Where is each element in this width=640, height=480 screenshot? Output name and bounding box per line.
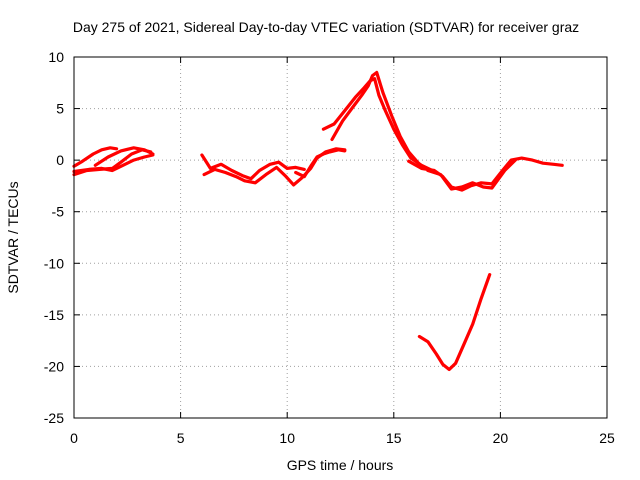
series-track-4 [93, 146, 155, 167]
y-axis-label: SDTVAR / TECUs [5, 181, 21, 293]
y-tick-label: -25 [44, 410, 64, 426]
y-tick-label: -10 [44, 255, 64, 271]
series-track-12 [417, 273, 492, 372]
x-tick-label: 0 [70, 430, 78, 446]
series-track-10 [407, 156, 564, 192]
y-tick-label: 10 [48, 49, 64, 65]
series-layer [72, 70, 564, 372]
y-tick-label: 5 [56, 101, 64, 117]
axis-ticks: 0 5 10 15 20 25 -25 -20 -15 -10 -5 0 5 10 [44, 49, 615, 446]
chart-title: Day 275 of 2021, Sidereal Day-to-day VTE… [73, 19, 579, 35]
x-tick-label: 5 [177, 430, 185, 446]
series-track-5 [200, 153, 306, 181]
series-track-1 [72, 146, 119, 168]
series-track-9 [330, 70, 421, 166]
series-track-8 [321, 77, 434, 173]
plot-frame [73, 56, 608, 419]
series-track-3 [72, 153, 155, 174]
x-tick-label: 25 [599, 430, 615, 446]
x-tick-label: 10 [279, 430, 295, 446]
grid [74, 57, 607, 418]
y-tick-label: -5 [52, 204, 65, 220]
x-axis-label: GPS time / hours [287, 457, 394, 473]
x-tick-label: 20 [493, 430, 509, 446]
y-tick-label: -15 [44, 307, 64, 323]
y-tick-label: -20 [44, 358, 64, 374]
x-tick-label: 15 [386, 430, 402, 446]
series-track-11 [426, 158, 517, 191]
series-track-7 [294, 148, 347, 179]
y-tick-label: 0 [56, 152, 64, 168]
